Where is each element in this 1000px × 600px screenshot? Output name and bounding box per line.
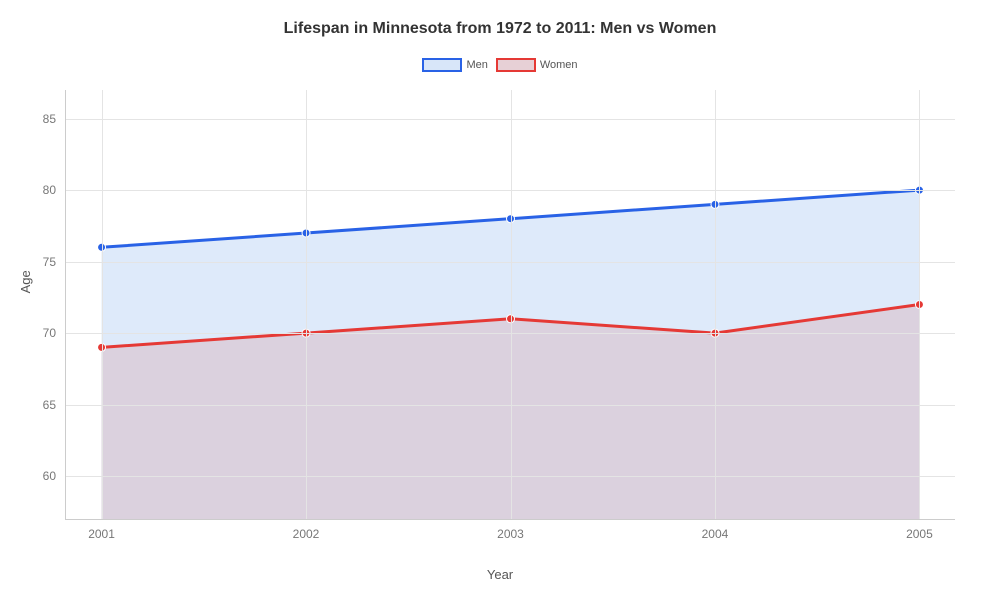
legend-label-women: Women [540, 59, 578, 71]
chart-title: Lifespan in Minnesota from 1972 to 2011:… [0, 20, 1000, 38]
legend-item-men: Men [422, 58, 487, 72]
x-tick-label: 2001 [88, 519, 115, 541]
y-tick-label: 80 [43, 183, 66, 197]
legend-swatch-men [422, 58, 462, 72]
x-axis-label: Year [0, 567, 1000, 582]
grid-line-v [306, 90, 307, 519]
plot-area: 60657075808520012002200320042005 [65, 90, 955, 520]
x-tick-label: 2003 [497, 519, 524, 541]
grid-line-v [511, 90, 512, 519]
y-tick-label: 70 [43, 326, 66, 340]
y-tick-label: 75 [43, 255, 66, 269]
x-tick-label: 2005 [906, 519, 933, 541]
legend-label-men: Men [466, 59, 487, 71]
legend: Men Women [0, 58, 1000, 72]
grid-line-v [919, 90, 920, 519]
x-tick-label: 2004 [702, 519, 729, 541]
legend-swatch-women [496, 58, 536, 72]
chart-container: Lifespan in Minnesota from 1972 to 2011:… [0, 0, 1000, 600]
y-tick-label: 60 [43, 469, 66, 483]
grid-line-v [715, 90, 716, 519]
y-tick-label: 85 [43, 112, 66, 126]
grid-line-v [102, 90, 103, 519]
y-tick-label: 65 [43, 398, 66, 412]
legend-item-women: Women [496, 58, 578, 72]
y-axis-label: Age [18, 270, 33, 293]
x-tick-label: 2002 [293, 519, 320, 541]
